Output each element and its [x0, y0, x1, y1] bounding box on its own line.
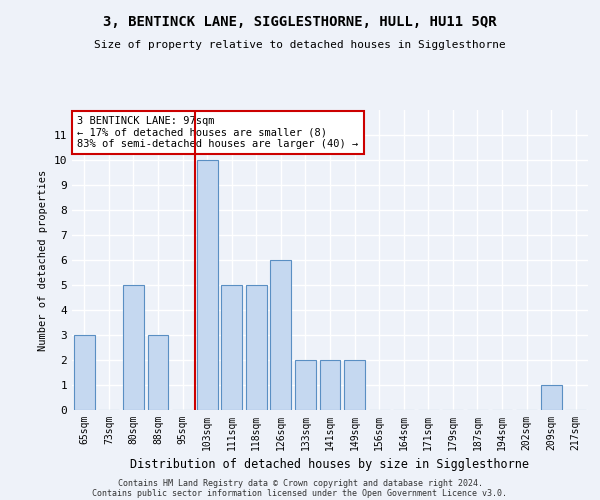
- Bar: [320, 360, 340, 410]
- Bar: [123, 285, 144, 410]
- Bar: [148, 335, 169, 410]
- Text: 3, BENTINCK LANE, SIGGLESTHORNE, HULL, HU11 5QR: 3, BENTINCK LANE, SIGGLESTHORNE, HULL, H…: [103, 15, 497, 29]
- Bar: [295, 360, 316, 410]
- X-axis label: Distribution of detached houses by size in Sigglesthorne: Distribution of detached houses by size …: [131, 458, 530, 471]
- Text: Size of property relative to detached houses in Sigglesthorne: Size of property relative to detached ho…: [94, 40, 506, 50]
- Y-axis label: Number of detached properties: Number of detached properties: [38, 170, 48, 350]
- Text: Contains public sector information licensed under the Open Government Licence v3: Contains public sector information licen…: [92, 488, 508, 498]
- Text: 3 BENTINCK LANE: 97sqm
← 17% of detached houses are smaller (8)
83% of semi-deta: 3 BENTINCK LANE: 97sqm ← 17% of detached…: [77, 116, 358, 149]
- Bar: [541, 385, 562, 410]
- Bar: [197, 160, 218, 410]
- Bar: [221, 285, 242, 410]
- Bar: [246, 285, 267, 410]
- Text: Contains HM Land Registry data © Crown copyright and database right 2024.: Contains HM Land Registry data © Crown c…: [118, 478, 482, 488]
- Bar: [271, 260, 292, 410]
- Bar: [74, 335, 95, 410]
- Bar: [344, 360, 365, 410]
